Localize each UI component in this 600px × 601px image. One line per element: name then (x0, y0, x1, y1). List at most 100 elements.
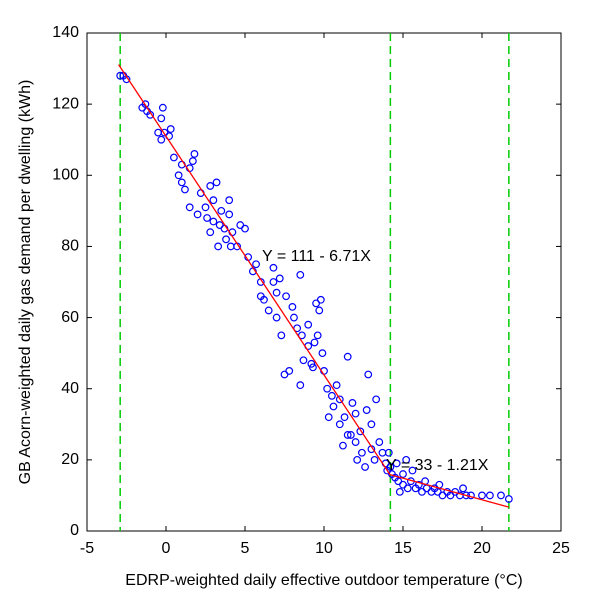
data-point (351, 409, 360, 418)
data-point (384, 448, 393, 457)
data-point (367, 420, 376, 429)
data-point (260, 295, 268, 304)
y-tick-label: 120 (52, 95, 79, 112)
data-point (285, 367, 294, 375)
data-point (392, 459, 401, 468)
data-point (343, 431, 352, 439)
data-point (212, 178, 221, 187)
data-point (190, 150, 199, 158)
data-point (324, 413, 333, 422)
data-point (309, 363, 317, 372)
data-point (226, 242, 235, 251)
data-point (272, 313, 281, 322)
data-point (486, 491, 494, 500)
data-point (217, 206, 226, 215)
x-tick-label: 25 (552, 540, 570, 557)
data-point (166, 125, 175, 133)
data-point (209, 217, 218, 226)
data-point (206, 182, 215, 190)
data-point (290, 313, 298, 322)
data-point (370, 455, 379, 464)
plot-frame (86, 32, 562, 532)
data-point (201, 203, 210, 212)
data-point (296, 270, 305, 279)
x-tick-label: 15 (394, 540, 412, 557)
data-point (154, 128, 163, 137)
data-point (386, 463, 395, 471)
data-point (356, 427, 365, 436)
y-tick-label: 20 (61, 451, 79, 468)
data-point (414, 480, 423, 489)
data-point (304, 320, 313, 329)
data-point (264, 306, 273, 315)
data-point (288, 303, 297, 311)
data-point (307, 359, 316, 368)
data-point (459, 484, 467, 493)
data-point (343, 352, 352, 361)
y-tick-label: 100 (52, 167, 79, 184)
data-point (193, 210, 202, 219)
data-point (328, 391, 336, 400)
x-tick-label: -5 (80, 540, 94, 557)
data-point (174, 171, 183, 180)
data-point (329, 402, 338, 411)
data-point (399, 470, 407, 478)
y-tick-label: 80 (61, 238, 79, 255)
data-point (323, 384, 332, 393)
data-point (225, 196, 234, 205)
y-tick-label: 60 (61, 309, 79, 326)
data-point (214, 242, 223, 251)
data-point (185, 203, 194, 212)
data-point (272, 288, 281, 297)
data-point (408, 466, 417, 475)
data-point (282, 292, 290, 301)
data-point (497, 491, 505, 500)
data-point (116, 71, 125, 80)
data-point (339, 441, 347, 450)
data-point (335, 420, 344, 429)
data-point (348, 399, 357, 407)
data-point (346, 431, 355, 439)
data-point (402, 455, 411, 464)
data-point (157, 114, 166, 123)
x-tick-label: 20 (473, 540, 491, 557)
x-tick-label: 10 (315, 540, 333, 557)
x-axis-label: EDRP-weighted daily effective outdoor te… (125, 572, 522, 589)
data-point (335, 395, 344, 404)
data-point (222, 235, 230, 244)
y-tick-label: 140 (52, 24, 79, 41)
x-tick-label: 5 (241, 540, 250, 557)
data-point (169, 153, 178, 162)
annotation: Y = 111 - 6.71X (262, 248, 371, 265)
data-point (275, 274, 284, 283)
data-point (332, 381, 341, 390)
data-point (375, 438, 384, 446)
fit-line (390, 474, 510, 508)
y-tick-label: 40 (61, 380, 79, 397)
data-point (364, 370, 373, 379)
data-point (252, 260, 260, 269)
data-point (403, 484, 412, 493)
data-point (203, 214, 211, 222)
fit-line (118, 64, 391, 476)
data-point (318, 349, 327, 358)
y-axis-label: GB Acorn-weighted daily gas demand per d… (17, 80, 34, 485)
data-point (478, 491, 486, 500)
data-point (316, 295, 325, 304)
data-point (177, 178, 186, 187)
data-point (277, 331, 286, 340)
data-point (504, 495, 513, 503)
data-point (209, 196, 218, 205)
data-point (157, 135, 166, 144)
data-point (315, 306, 324, 315)
data-point (351, 438, 360, 446)
x-tick-label: 0 (162, 540, 171, 557)
data-point (310, 338, 319, 347)
data-point (158, 103, 167, 112)
data-point (313, 331, 322, 340)
data-point (340, 413, 349, 422)
data-point (296, 381, 305, 390)
data-point (215, 221, 224, 229)
data-point (225, 210, 234, 219)
